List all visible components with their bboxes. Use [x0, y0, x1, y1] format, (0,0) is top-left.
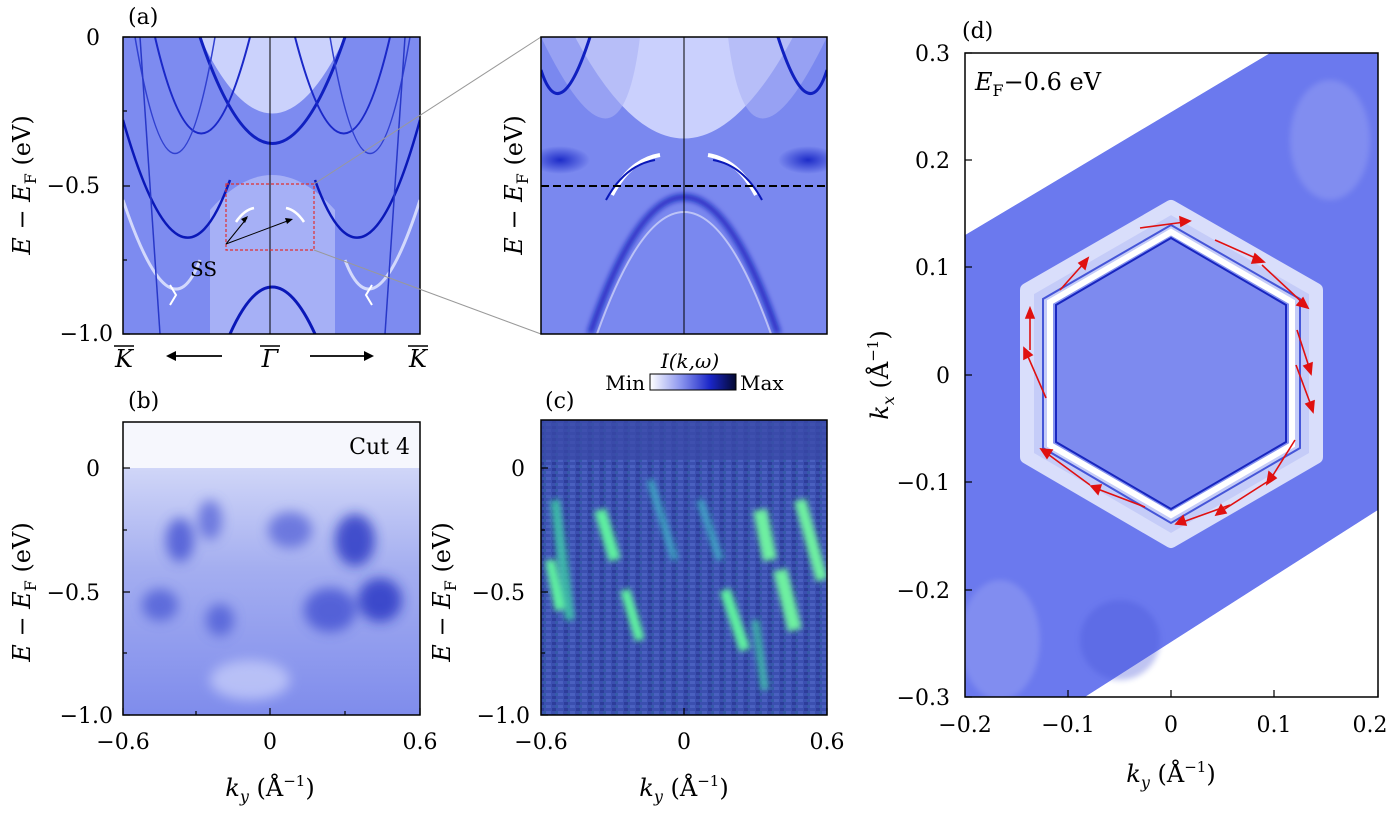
- panel-d-fermi-surface: [965, 53, 1378, 697]
- zoom-connector: [313, 36, 542, 335]
- panel-b: (b) Cut 4: [8, 389, 438, 806]
- panel-c-label: (c): [545, 389, 575, 414]
- panel-d-ytick-5: −0.2: [897, 579, 950, 604]
- panel-a-ytick-0: 0: [86, 26, 100, 51]
- panel-a-ss-annotation: SS: [190, 257, 217, 281]
- panel-d-xtick-2: 0: [1164, 713, 1178, 738]
- panel-b-ytick-1: −0.5: [47, 581, 100, 606]
- panel-d-ylabel: kx (Å−1): [864, 330, 898, 419]
- panel-b-label: (b): [128, 389, 159, 414]
- panel-a-xtick-kbar-right: K: [408, 345, 429, 373]
- panel-a: (a): [8, 5, 429, 373]
- panel-b-xtick-0: −0.6: [96, 730, 149, 755]
- panel-c-curvature-map: [541, 420, 827, 715]
- colorbar-title: I(k,ω): [660, 349, 719, 373]
- panel-d-ytick-6: −0.3: [897, 686, 950, 711]
- colorbar-max: Max: [740, 371, 784, 395]
- panel-c-xtick-2: 0.6: [810, 730, 845, 755]
- panel-d-ytick-3: 0: [936, 364, 950, 389]
- panel-b-ylabel: E − EF (eV): [8, 522, 40, 662]
- panel-a-direction-arrows: [166, 351, 374, 361]
- panel-d-xtick-1: −0.1: [1041, 713, 1094, 738]
- panel-a-label: (a): [128, 5, 158, 30]
- colorbar-min: Min: [605, 371, 645, 395]
- inset-band-map: [541, 37, 827, 334]
- panel-b-xtick-2: 0.6: [403, 730, 438, 755]
- panel-c-xlabel: ky (Å−1): [639, 772, 728, 806]
- inset-ylabel: E − EF (eV): [500, 115, 532, 255]
- panel-d-xtick-4: 0.2: [1353, 713, 1388, 738]
- colorbar: I(k,ω) Min Max: [605, 349, 784, 395]
- panel-d-xtick-3: 0.1: [1257, 713, 1292, 738]
- panel-c-ytick-2: −1.0: [477, 704, 530, 729]
- panel-c-ytick-0: 0: [511, 457, 525, 482]
- panel-b-xlabel: ky (Å−1): [225, 772, 314, 806]
- panel-inset: E − EF (eV): [500, 36, 828, 335]
- panel-d-xlabel: ky (Å−1): [1126, 758, 1215, 792]
- panel-c-ytick-1: −0.5: [472, 581, 525, 606]
- panel-a-band-map: [123, 37, 420, 334]
- panel-d-ytick-2: 0.1: [915, 256, 950, 281]
- panel-c-xtick-0: −0.6: [514, 730, 567, 755]
- panel-a-ylabel: E − EF (eV): [8, 115, 40, 255]
- panel-b-ytick-2: −1.0: [60, 704, 113, 729]
- panel-a-xtick-kbar-left: K: [114, 345, 135, 373]
- panel-a-ytick-1: −0.5: [47, 174, 100, 199]
- panel-b-arpes-map: [123, 422, 420, 715]
- panel-c-ylabel: E − EF (eV): [428, 522, 460, 662]
- panel-d-label: (d): [962, 19, 993, 44]
- panel-d-ytick-0: 0.3: [915, 42, 950, 67]
- panel-b-ytick-0: 0: [86, 457, 100, 482]
- panel-d-xtick-0: −0.2: [938, 713, 991, 738]
- panel-a-ss-pointers: [225, 217, 291, 245]
- panel-d: (d): [864, 19, 1388, 792]
- panel-d-energy-label: EF−0.6 eV: [974, 68, 1102, 100]
- panel-a-xtick-gamma: Γ: [261, 345, 280, 373]
- panel-d-ytick-4: −0.1: [897, 471, 950, 496]
- panel-a-ytick-2: −1.0: [60, 322, 113, 347]
- panel-b-xtick-1: 0: [263, 730, 277, 755]
- colorbar-gradient: [649, 373, 737, 391]
- panel-c: (c): [428, 389, 845, 806]
- panel-c-xtick-1: 0: [677, 730, 691, 755]
- panel-b-cut-label: Cut 4: [349, 435, 410, 460]
- panel-d-spin-arrows: [1023, 215, 1315, 526]
- panel-d-ytick-1: 0.2: [915, 149, 950, 174]
